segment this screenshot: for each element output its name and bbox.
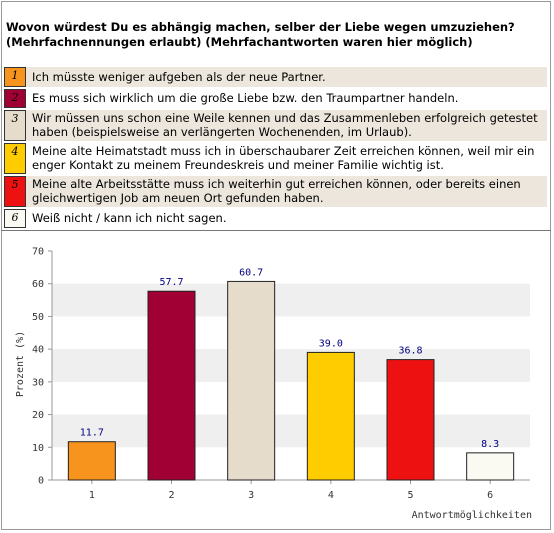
y-axis-label: Prozent (%): [15, 331, 26, 397]
bar-value-label-2: 57.7: [159, 277, 183, 288]
question-line-1: Wovon würdest Du es abhängig machen, sel…: [6, 20, 515, 34]
bar-value-label-3: 60.7: [239, 267, 263, 278]
legend-item-5: 5 Meine alte Arbeitsstätte muss ich weit…: [4, 176, 547, 207]
y-tick-label: 70: [32, 247, 44, 258]
legend-swatch-5: 5: [4, 176, 26, 207]
legend-text-4: Meine alte Heimatstadt muss ich in übers…: [32, 144, 535, 172]
x-axis-label: Antwortmöglichkeiten: [412, 510, 532, 521]
bar-5: [386, 359, 435, 481]
y-tick-label: 40: [32, 345, 44, 356]
legend-item-2: 2 Es muss sich wirklich um die große Lie…: [4, 89, 547, 108]
question-line-2: (Mehrfachnennungen erlaubt) (Mehrfachant…: [6, 35, 473, 49]
bar-value-label-4: 39.0: [319, 338, 343, 349]
bar-value-label-6: 8.3: [481, 439, 499, 450]
legend-item-4: 4 Meine alte Heimatstadt muss ich in übe…: [4, 143, 547, 174]
bar-value-label-1: 11.7: [80, 428, 104, 439]
legend-item-1: 1 Ich müsste weniger aufgeben als der ne…: [4, 67, 547, 87]
bar-3: [227, 280, 276, 481]
y-tick-label: 0: [38, 476, 44, 487]
question-title: Wovon würdest Du es abhängig machen, sel…: [6, 20, 546, 50]
legend-text-3: Wir müssen uns schon eine Weile kennen u…: [32, 111, 538, 139]
x-tick-label-4: 4: [328, 490, 334, 501]
x-tick-label-5: 5: [407, 490, 413, 501]
y-tick-label: 20: [32, 410, 44, 421]
bar-value-label-5: 36.8: [398, 346, 422, 357]
legend-text-1: Ich müsste weniger aufgeben als der neue…: [32, 69, 326, 84]
legend-text-5: Meine alte Arbeitsstätte muss ich weiter…: [32, 177, 521, 205]
legend-text-2: Es muss sich wirklich um die große Liebe…: [32, 91, 459, 105]
legend-item-6: 6 Weiß nicht / kann ich nicht sagen.: [4, 209, 547, 228]
grid-band: [52, 349, 530, 382]
legend-swatch-2: 2: [4, 89, 26, 108]
x-tick-label-1: 1: [89, 490, 95, 501]
y-tick-label: 30: [32, 377, 44, 388]
legend-swatch-3: 3: [4, 110, 26, 141]
section-divider: [1, 230, 551, 231]
bar-2: [147, 290, 196, 481]
bar-1: [67, 441, 116, 481]
legend-swatch-1: 1: [4, 67, 26, 87]
answer-legend: 1 Ich müsste weniger aufgeben als der ne…: [4, 67, 547, 230]
legend-swatch-4: 4: [4, 143, 26, 174]
x-tick-label-3: 3: [248, 490, 254, 501]
y-tick-label: 60: [32, 279, 44, 290]
x-tick-label-2: 2: [168, 490, 174, 501]
legend-text-6: Weiß nicht / kann ich nicht sagen.: [32, 211, 227, 225]
y-tick-label: 50: [32, 312, 44, 323]
legend-item-3: 3 Wir müssen uns schon eine Weile kennen…: [4, 110, 547, 141]
grid-band: [52, 414, 530, 448]
x-tick-label-6: 6: [487, 490, 493, 501]
bar-4: [306, 351, 355, 481]
y-tick-label: 10: [32, 443, 44, 454]
grid-band: [52, 283, 530, 317]
legend-swatch-6: 6: [4, 209, 26, 228]
bar-6: [466, 452, 515, 481]
